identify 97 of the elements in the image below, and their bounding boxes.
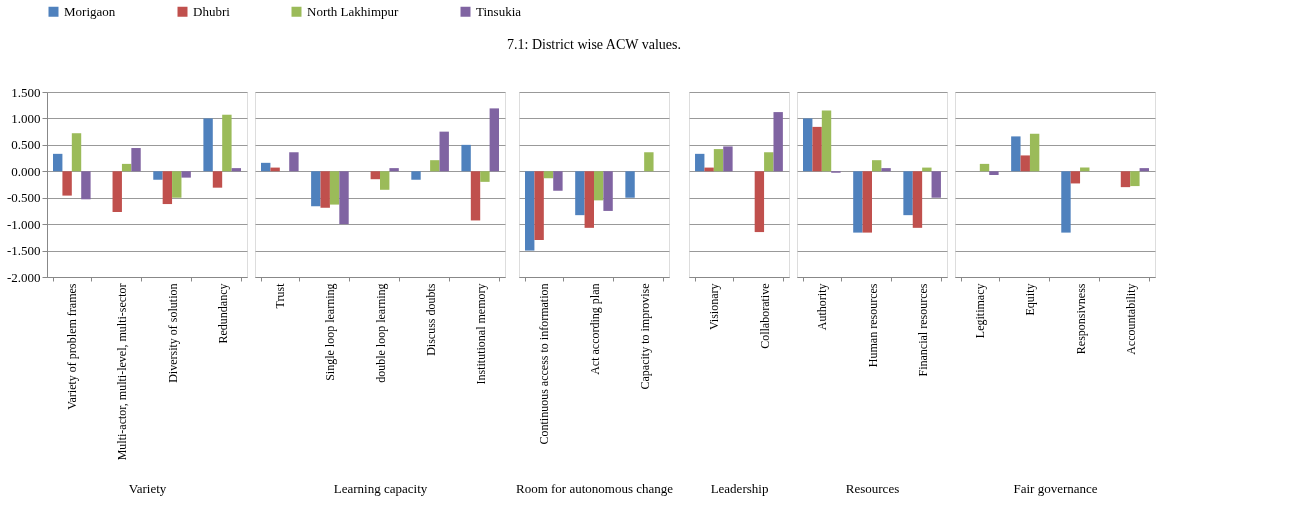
x-axis-title: Fair governance bbox=[1013, 480, 1098, 496]
y-tick-label: -2.000 bbox=[6, 269, 41, 285]
bar bbox=[881, 168, 891, 172]
bar bbox=[489, 108, 500, 172]
bar bbox=[773, 112, 783, 172]
bar bbox=[131, 148, 141, 172]
bar bbox=[480, 171, 490, 182]
x-tick-label: Accountability bbox=[1123, 283, 1138, 355]
bar bbox=[803, 118, 813, 172]
x-axis-title: Variety bbox=[128, 480, 167, 496]
bar bbox=[389, 168, 399, 172]
bar bbox=[222, 114, 232, 172]
bar bbox=[329, 171, 340, 205]
bar bbox=[289, 152, 299, 172]
bar bbox=[231, 168, 241, 172]
bar bbox=[989, 171, 999, 175]
bar bbox=[311, 171, 321, 207]
bar bbox=[370, 171, 381, 180]
bar bbox=[53, 153, 63, 172]
y-tick-label: 1.000 bbox=[11, 110, 41, 126]
x-tick-label: Redundancy bbox=[215, 283, 230, 344]
bar bbox=[1070, 171, 1081, 184]
bar bbox=[81, 171, 91, 200]
chart-title: 7.1: District wise ACW values. bbox=[507, 37, 681, 52]
bar bbox=[203, 118, 213, 172]
legend-label: Tinsukia bbox=[476, 3, 522, 19]
bar bbox=[380, 171, 390, 190]
x-tick-label: Discuss doubts bbox=[423, 283, 438, 356]
bar bbox=[754, 171, 765, 233]
x-tick-label: Legitimacy bbox=[973, 283, 988, 339]
x-tick-label: Single loop learning bbox=[323, 283, 338, 381]
bar bbox=[979, 163, 990, 172]
bar bbox=[1029, 133, 1040, 172]
bar bbox=[212, 171, 223, 188]
x-tick-label: Responsivness bbox=[1073, 283, 1088, 355]
y-tick-label: -1.000 bbox=[6, 216, 41, 232]
bar bbox=[112, 171, 122, 212]
bar bbox=[713, 149, 724, 172]
y-tick-label: 0.000 bbox=[11, 163, 41, 179]
x-tick-label: Authority bbox=[815, 283, 830, 331]
y-tick-label: -0.500 bbox=[6, 190, 41, 206]
y-tick-label: -1.500 bbox=[6, 243, 41, 259]
x-tick-label: Collaborative bbox=[757, 283, 772, 349]
x-tick-label: Financial resources bbox=[915, 283, 930, 377]
y-tick-label: 1.500 bbox=[11, 84, 41, 100]
bar bbox=[1120, 171, 1131, 188]
bar bbox=[153, 171, 163, 180]
bar bbox=[871, 160, 882, 172]
x-tick-label: Diversity of solution bbox=[165, 283, 180, 383]
bar bbox=[162, 171, 173, 205]
bar bbox=[764, 152, 774, 172]
bar bbox=[931, 171, 941, 198]
bar bbox=[903, 171, 913, 216]
y-tick-label: 0.500 bbox=[11, 137, 41, 153]
bar bbox=[461, 144, 471, 172]
bar bbox=[1139, 168, 1149, 172]
bar bbox=[339, 171, 349, 225]
x-tick-label: Continuous access to information bbox=[537, 283, 552, 445]
bar bbox=[261, 162, 271, 172]
bar bbox=[821, 110, 832, 172]
x-tick-label: Variety of problem frames bbox=[65, 283, 80, 410]
x-tick-label: Visionary bbox=[707, 283, 722, 331]
bar bbox=[172, 171, 182, 198]
bar bbox=[1011, 136, 1021, 172]
bar bbox=[181, 171, 191, 178]
x-tick-label: Act according plan bbox=[587, 283, 602, 375]
bar bbox=[121, 163, 132, 172]
bar bbox=[1061, 171, 1071, 233]
bar bbox=[430, 160, 440, 172]
bar bbox=[470, 171, 481, 221]
x-tick-label: Multi-actor, multi-level, multi-sector bbox=[115, 283, 130, 461]
legend-label: Dhubri bbox=[193, 3, 231, 19]
x-tick-label: double loop learning bbox=[373, 283, 388, 383]
x-tick-label: Institutional memory bbox=[473, 283, 488, 385]
bar bbox=[853, 171, 863, 233]
x-tick-label: Equity bbox=[1023, 283, 1038, 316]
legend-label: North Lakhimpur bbox=[307, 3, 400, 19]
bar bbox=[862, 171, 872, 233]
x-axis-title: Room for autonomous change bbox=[515, 480, 674, 496]
bar bbox=[812, 126, 822, 172]
x-axis-title: Leadership bbox=[710, 480, 769, 496]
x-tick-label: Trust bbox=[273, 282, 288, 309]
bar bbox=[1020, 155, 1030, 172]
x-tick-label: Human resources bbox=[865, 283, 880, 368]
bar bbox=[695, 153, 705, 172]
bar bbox=[411, 171, 421, 180]
x-tick-label: Capacity to improvise bbox=[637, 283, 652, 390]
bar bbox=[62, 171, 72, 196]
legend-label: Morigaon bbox=[64, 3, 116, 19]
bar bbox=[439, 131, 449, 172]
bar bbox=[71, 133, 82, 172]
x-axis-title: Learning capacity bbox=[333, 480, 428, 496]
bar bbox=[912, 171, 923, 228]
bar bbox=[320, 171, 330, 208]
x-axis-title: Resources bbox=[845, 480, 900, 496]
bar bbox=[723, 146, 733, 172]
bar bbox=[1130, 171, 1140, 187]
